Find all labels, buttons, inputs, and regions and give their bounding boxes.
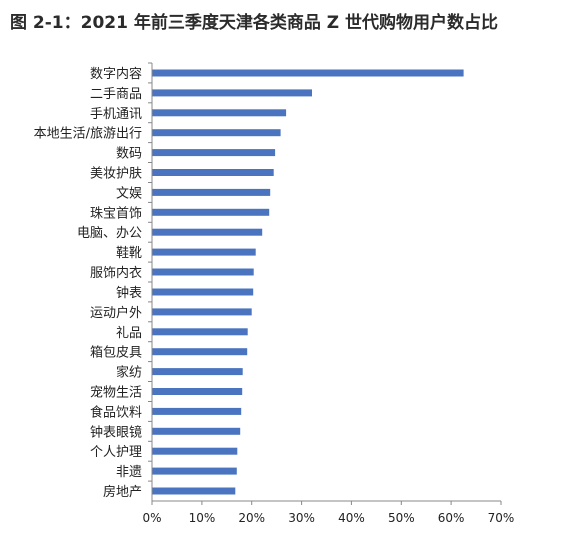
bar-21	[152, 467, 237, 475]
x-ticks-group: 0% 10% 20% 30% 40% 50% 60% 70%	[142, 501, 514, 525]
bar-10	[152, 248, 256, 256]
x-tick-label: 0%	[142, 511, 161, 525]
category-label: 二手商品	[90, 87, 142, 102]
category-label: 宠物生活	[90, 385, 142, 401]
bars-group	[152, 69, 464, 495]
category-label: 房地产	[103, 484, 142, 500]
x-tick-label: 10%	[189, 511, 216, 525]
category-label: 珠宝首饰	[90, 206, 142, 221]
bar-12	[152, 288, 254, 296]
bar-7	[152, 188, 271, 196]
bar-19	[152, 427, 241, 435]
bar-22	[152, 487, 236, 495]
category-label: 文娱	[116, 186, 142, 201]
category-label: 数字内容	[90, 66, 142, 82]
x-tick-label: 30%	[288, 511, 315, 525]
category-label: 家纺	[116, 365, 142, 381]
category-labels-group: 数字内容二手商品手机通讯本地生活/旅游出行数码美妆护肤文娱珠宝首饰电脑、办公鞋靴…	[34, 62, 152, 500]
bar-18	[152, 407, 242, 415]
category-label: 本地生活/旅游出行	[34, 127, 142, 142]
category-label: 钟表	[116, 285, 142, 301]
chart-title: 图 2-1：2021 年前三季度天津各类商品 Z 世代购物用户数占比	[10, 13, 499, 33]
category-label: 箱包皮具	[90, 345, 142, 361]
bar-14	[152, 328, 248, 336]
x-tick-label: 40%	[338, 511, 365, 525]
bar-8	[152, 208, 270, 216]
category-label: 运动户外	[90, 305, 142, 321]
bar-1	[152, 69, 464, 77]
bar-5	[152, 149, 276, 157]
category-label: 美妆护肤	[90, 167, 142, 182]
category-label: 非遗	[116, 465, 142, 480]
category-label: 电脑、办公	[77, 226, 142, 241]
category-label: 数码	[116, 147, 142, 162]
bar-2	[152, 89, 312, 97]
bar-17	[152, 388, 243, 395]
bar-13	[152, 308, 252, 316]
bar-6	[152, 169, 274, 176]
bar-11	[152, 268, 254, 276]
bar-20	[152, 447, 238, 455]
category-label: 个人护理	[90, 445, 142, 460]
bar-15	[152, 348, 248, 356]
category-label: 鞋靴	[116, 245, 142, 261]
x-tick-label: 50%	[388, 511, 415, 525]
bar-16	[152, 368, 243, 376]
category-label: 食品饮料	[90, 404, 142, 420]
category-label: 礼品	[116, 325, 142, 341]
category-label: 钟表眼镜	[90, 424, 142, 440]
bar-3	[152, 109, 287, 117]
x-tick-label: 20%	[238, 511, 265, 525]
bar-4	[152, 129, 281, 137]
x-tick-label: 60%	[438, 511, 465, 525]
category-label: 服饰内衣	[90, 265, 142, 281]
category-label: 手机通讯	[90, 107, 142, 122]
bar-9	[152, 228, 263, 236]
x-tick-label: 70%	[488, 511, 515, 525]
